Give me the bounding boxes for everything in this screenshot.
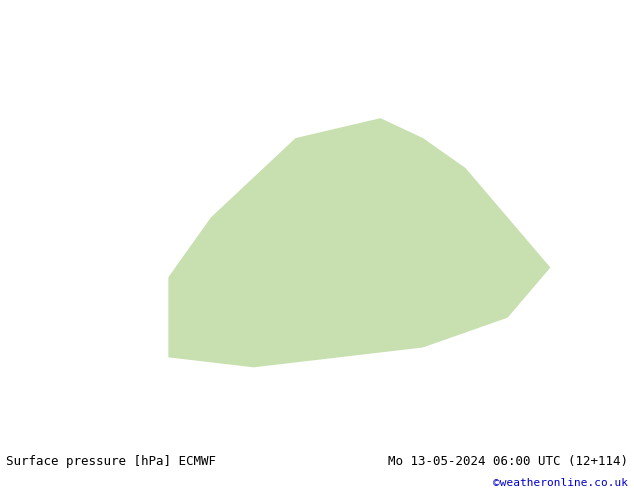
Text: Mo 13-05-2024 06:00 UTC (12+114): Mo 13-05-2024 06:00 UTC (12+114) (387, 455, 628, 468)
Polygon shape (169, 119, 550, 367)
Text: ©weatheronline.co.uk: ©weatheronline.co.uk (493, 478, 628, 489)
Text: Surface pressure [hPa] ECMWF: Surface pressure [hPa] ECMWF (6, 455, 216, 468)
